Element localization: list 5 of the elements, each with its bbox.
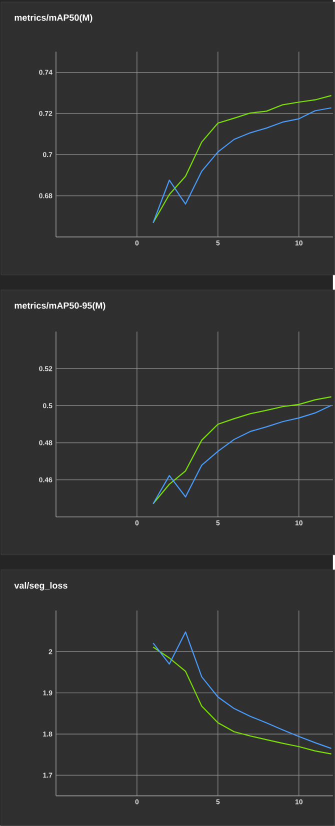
- line-series: [152, 631, 332, 749]
- line-series: [152, 646, 332, 755]
- chart-title: metrics/mAP50-95(M): [14, 302, 106, 311]
- chart-title: val/seg_loss: [14, 582, 68, 590]
- chart-title: metrics/mAP50(M): [14, 14, 92, 23]
